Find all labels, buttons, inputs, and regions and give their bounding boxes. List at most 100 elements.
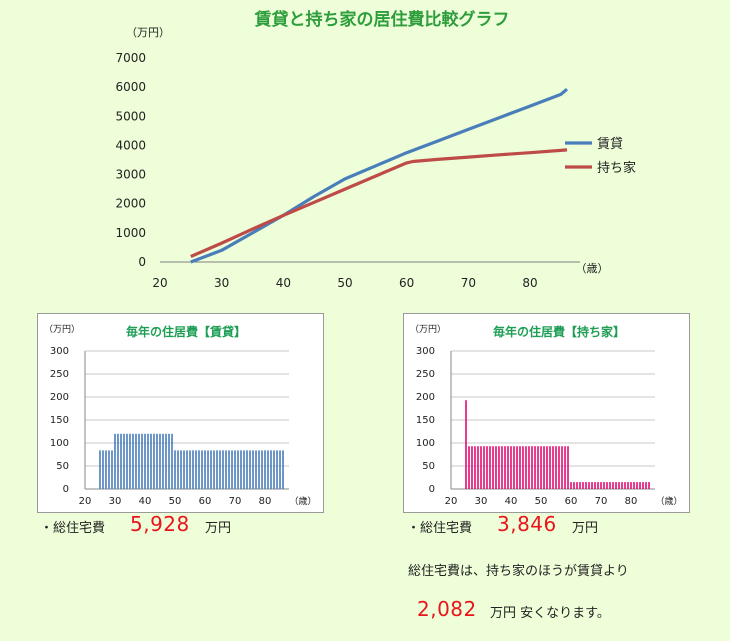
bar bbox=[504, 446, 506, 489]
bar bbox=[204, 450, 206, 489]
x-tick-label: 70 bbox=[595, 496, 608, 507]
bar bbox=[234, 450, 236, 489]
rent-total-value: 5,928 bbox=[130, 512, 190, 536]
y-tick-label: 300 bbox=[50, 346, 69, 357]
bar bbox=[246, 450, 248, 489]
bar bbox=[201, 450, 203, 489]
bar bbox=[630, 482, 632, 489]
main-x-tick-label: 50 bbox=[337, 276, 352, 290]
bar bbox=[627, 482, 629, 489]
bar bbox=[261, 450, 263, 489]
own-bar-chart-panel: 毎年の住居費【持ち家】 （万円） （歳） 0 50 100 150 200 250 300 2… bbox=[403, 313, 690, 513]
bar bbox=[228, 450, 230, 489]
bar bbox=[258, 450, 260, 489]
legend-label-0: 賃貸 bbox=[597, 136, 623, 152]
bar bbox=[198, 450, 200, 489]
own-bar-chart: 毎年の住居費【持ち家】 （万円） （歳） 0 50 100 150 200 250 300 2… bbox=[410, 324, 683, 507]
bar bbox=[546, 446, 548, 489]
bar bbox=[162, 433, 164, 489]
bar bbox=[231, 450, 233, 489]
bar bbox=[537, 446, 539, 489]
bar bbox=[183, 450, 185, 489]
main-x-tick-label: 40 bbox=[276, 276, 291, 290]
main-x-unit: （歳） bbox=[576, 262, 609, 275]
y-tick-label: 150 bbox=[416, 415, 435, 426]
bar bbox=[588, 482, 590, 489]
bar bbox=[513, 446, 515, 489]
bar bbox=[138, 433, 140, 489]
bar bbox=[618, 482, 620, 489]
bar bbox=[648, 482, 650, 489]
main-y-tick-label: 7000 bbox=[115, 51, 146, 65]
bar bbox=[147, 433, 149, 489]
y-tick-label: 300 bbox=[416, 346, 435, 357]
bar bbox=[465, 400, 467, 489]
bar bbox=[594, 482, 596, 489]
bar bbox=[117, 433, 119, 489]
bar bbox=[489, 446, 491, 489]
bar bbox=[531, 446, 533, 489]
rent-chart-title: 毎年の住居費【賃貸】 bbox=[126, 324, 246, 339]
bar bbox=[129, 433, 131, 489]
bar bbox=[609, 482, 611, 489]
main-y-tick-label: 6000 bbox=[115, 80, 146, 94]
bar bbox=[240, 450, 242, 489]
y-tick-label: 250 bbox=[416, 369, 435, 380]
bar bbox=[276, 450, 278, 489]
bar bbox=[171, 433, 173, 489]
bar bbox=[519, 446, 521, 489]
bar bbox=[579, 482, 581, 489]
bar bbox=[273, 450, 275, 489]
main-x-tick-label: 80 bbox=[522, 276, 537, 290]
x-tick-label: 40 bbox=[139, 496, 152, 507]
bar bbox=[114, 433, 116, 489]
bar bbox=[636, 482, 638, 489]
bar bbox=[120, 433, 122, 489]
bar bbox=[150, 433, 152, 489]
bar bbox=[528, 446, 530, 489]
x-tick-label: 60 bbox=[565, 496, 578, 507]
main-y-unit: （万円） bbox=[126, 26, 170, 39]
main-y-tick-label: 4000 bbox=[115, 138, 146, 152]
bar bbox=[153, 433, 155, 489]
bar bbox=[252, 450, 254, 489]
own-chart-title: 毎年の住居費【持ち家】 bbox=[493, 324, 625, 339]
bar bbox=[270, 450, 272, 489]
bar bbox=[525, 446, 527, 489]
y-tick-label: 50 bbox=[56, 461, 69, 472]
bar bbox=[477, 446, 479, 489]
bar bbox=[570, 482, 572, 489]
bar bbox=[591, 482, 593, 489]
bar bbox=[639, 482, 641, 489]
main-y-tick-label: 5000 bbox=[115, 109, 146, 123]
bar bbox=[633, 482, 635, 489]
bar bbox=[534, 446, 536, 489]
bar bbox=[567, 446, 569, 489]
bar bbox=[501, 446, 503, 489]
bar bbox=[132, 433, 134, 489]
rent-bar-chart-panel: 毎年の住居費【賃貸】 （万円） （歳） 0 50 100 150 200 250 300 20… bbox=[37, 313, 324, 513]
y-tick-label: 250 bbox=[50, 369, 69, 380]
x-tick-label: 70 bbox=[229, 496, 242, 507]
bar bbox=[480, 446, 482, 489]
bar bbox=[126, 433, 128, 489]
conclusion-text: 総住宅費は、持ち家のほうが賃貸より bbox=[408, 564, 629, 579]
bar bbox=[564, 446, 566, 489]
bar bbox=[282, 450, 284, 489]
x-tick-label: 20 bbox=[79, 496, 92, 507]
x-tick-label: 20 bbox=[445, 496, 458, 507]
x-tick-label: 80 bbox=[625, 496, 638, 507]
bar bbox=[213, 450, 215, 489]
y-tick-label: 100 bbox=[50, 438, 69, 449]
main-x-tick-label: 30 bbox=[214, 276, 229, 290]
bar bbox=[165, 433, 167, 489]
bar bbox=[471, 446, 473, 489]
own-total-value: 3,846 bbox=[497, 512, 557, 536]
rent-bar-chart: 毎年の住居費【賃貸】 （万円） （歳） 0 50 100 150 200 250 300 20… bbox=[44, 324, 317, 507]
main-x-tick-label: 20 bbox=[152, 276, 167, 290]
x-tick-label: 60 bbox=[199, 496, 212, 507]
bar bbox=[483, 446, 485, 489]
bar bbox=[105, 450, 107, 489]
rent-total-unit: 万円 bbox=[205, 521, 232, 536]
bar bbox=[585, 482, 587, 489]
